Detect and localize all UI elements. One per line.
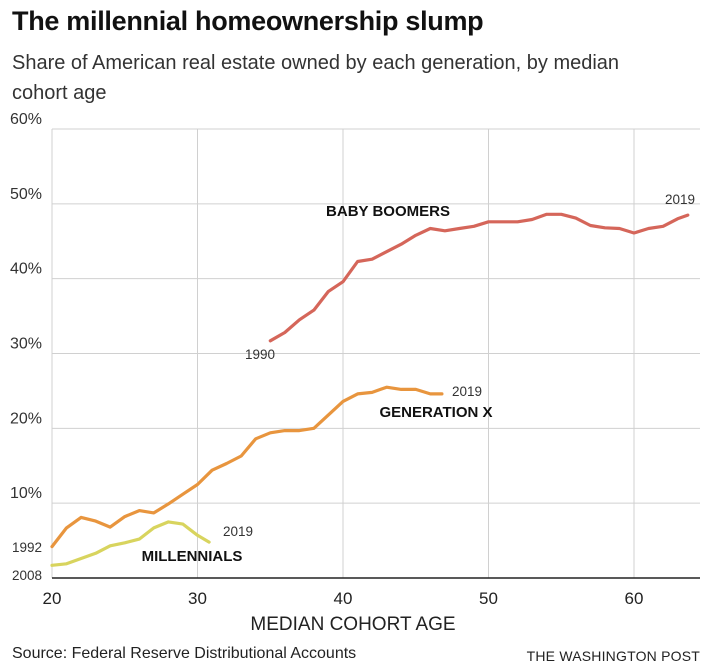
series-labels: BABY BOOMERS 1990 2019 GENERATION X 1992 2019… [12, 192, 695, 583]
generation-x-line [50, 385, 444, 549]
millennials-start-year: 2008 [12, 568, 42, 583]
x-tick-label: 60 [625, 589, 644, 608]
baby-boomers-end-year: 2019 [665, 192, 695, 207]
y-tick-label: 40% [10, 261, 42, 278]
generation-x-start-year: 1992 [12, 540, 42, 555]
axes: 10% 20% 30% 40% 50% 60% 20 30 40 50 60 MEDIAN COHOR… [10, 111, 700, 635]
x-axis-title: MEDIAN COHORT AGE [250, 614, 455, 635]
x-tick-label: 40 [334, 589, 353, 608]
baby-boomers-start-year: 1990 [245, 347, 275, 362]
grid [51, 128, 700, 578]
y-tick-label: 10% [10, 485, 42, 502]
y-tick-label: 30% [10, 336, 42, 353]
x-tick-label: 20 [43, 589, 62, 608]
chart-title: The millennial homeownership slump [12, 6, 484, 36]
publisher-credit: THE WASHINGTON POST [526, 648, 700, 664]
y-tick-label: 60% [10, 111, 42, 128]
baby-boomers-line [268, 212, 690, 343]
chart-subtitle: Share of American real estate owned by e… [12, 52, 620, 104]
series-group [50, 212, 690, 567]
y-tick-label: 50% [10, 186, 42, 203]
millennials-end-year: 2019 [223, 524, 253, 539]
generation-x-label: GENERATION X [379, 404, 492, 421]
x-tick-label: 50 [479, 589, 498, 608]
x-tick-label: 30 [188, 589, 207, 608]
millennials-line [50, 520, 211, 567]
millennials-label: MILLENNIALS [142, 548, 243, 565]
source-note: Source: Federal Reserve Distributional A… [12, 645, 357, 662]
baby-boomers-label: BABY BOOMERS [326, 203, 450, 220]
generation-x-end-year: 2019 [452, 384, 482, 399]
y-tick-label: 20% [10, 410, 42, 427]
